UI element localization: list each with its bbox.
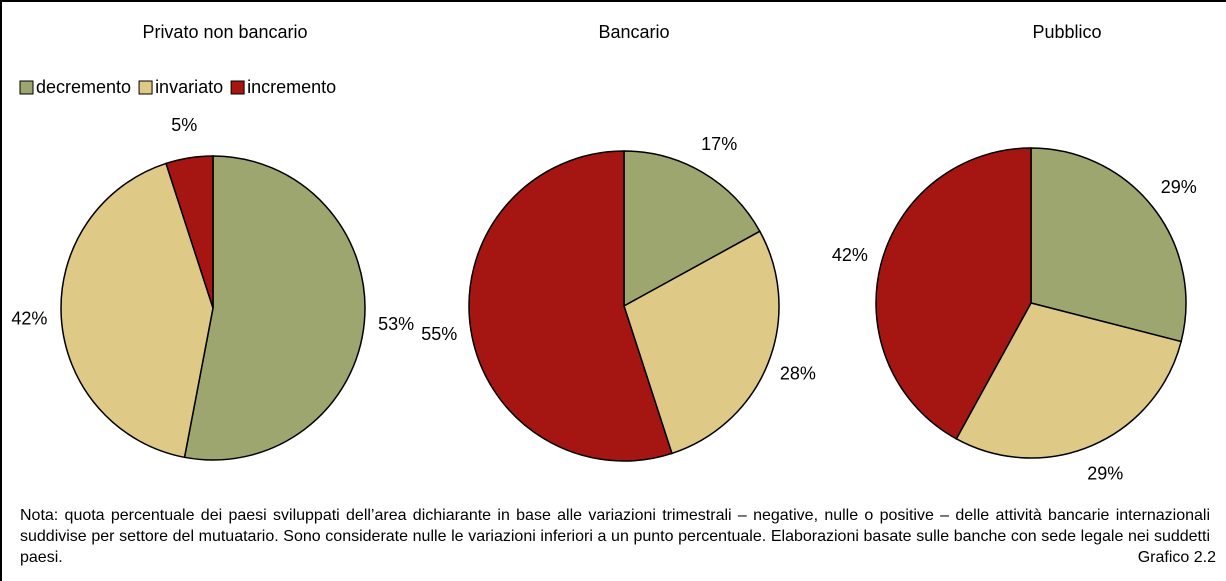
pie-slice	[468, 150, 673, 462]
value-label: 28%	[780, 364, 816, 384]
legend-swatch	[19, 80, 34, 95]
chart-title: Pubblico	[1032, 22, 1101, 42]
legend-swatch	[138, 80, 153, 95]
pie-slice	[955, 302, 1183, 459]
legend-label: incremento	[247, 77, 336, 97]
note: Nota: quota percentuale dei paesi svilup…	[20, 507, 1210, 566]
pie-slice	[623, 150, 761, 308]
value-label: 29%	[1087, 463, 1123, 483]
pie-slice	[623, 230, 780, 455]
value-label: 42%	[11, 308, 47, 328]
pie-slice	[1030, 147, 1187, 343]
legend-label: invariato	[155, 77, 223, 97]
pie-slice	[165, 155, 214, 309]
pie-slice	[60, 162, 214, 459]
value-label: 53%	[378, 314, 414, 334]
value-label: 5%	[171, 115, 197, 135]
chart-title: Privato non bancario	[142, 22, 307, 42]
pie-slice	[875, 147, 1032, 440]
value-label: 29%	[1161, 177, 1197, 197]
legend-swatch	[230, 80, 245, 95]
figure-label: Grafico 2.2	[1129, 547, 1216, 568]
legend-label: decremento	[36, 77, 131, 97]
value-label: 55%	[421, 324, 457, 344]
chart: decremento invariato incremento Privato non…	[11, 22, 1197, 484]
pie-slice	[183, 155, 366, 461]
value-label: 42%	[832, 245, 868, 265]
chart-title: Bancario	[598, 22, 669, 42]
value-label: 17%	[701, 134, 737, 154]
